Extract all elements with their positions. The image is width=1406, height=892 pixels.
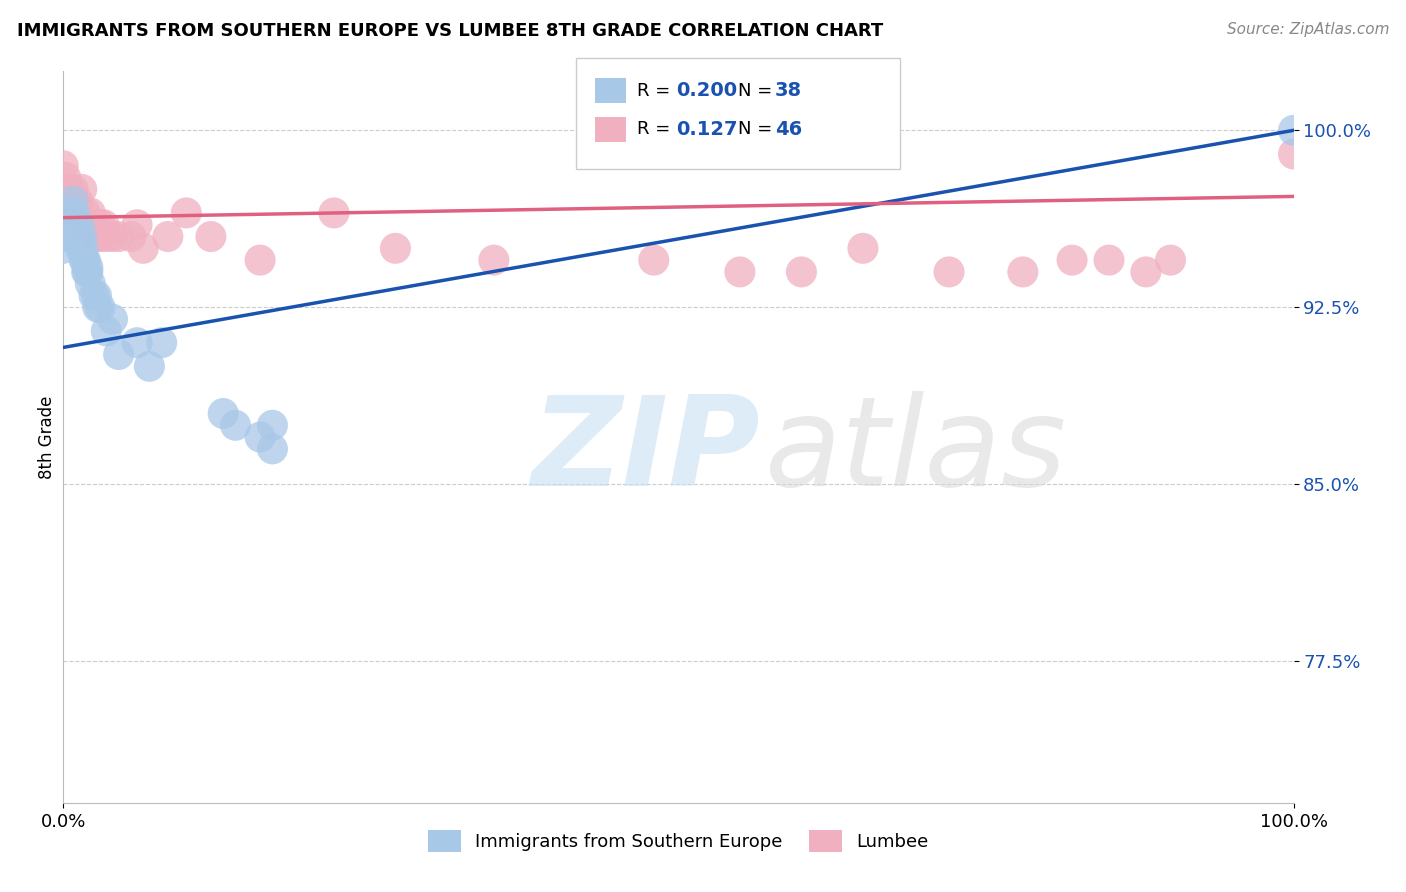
Point xyxy=(52,218,75,232)
Point xyxy=(55,170,77,185)
Point xyxy=(65,222,87,236)
Point xyxy=(75,206,97,220)
Text: ZIP: ZIP xyxy=(531,392,759,512)
Point xyxy=(86,229,108,244)
Point xyxy=(89,218,111,232)
Point xyxy=(790,265,813,279)
Point xyxy=(107,347,129,361)
Point xyxy=(249,430,271,444)
Point xyxy=(101,312,124,326)
Point xyxy=(482,253,505,268)
Point xyxy=(107,229,129,244)
Point xyxy=(1282,147,1305,161)
Point xyxy=(127,218,148,232)
Point xyxy=(262,418,284,433)
Point xyxy=(76,260,98,275)
Point xyxy=(67,218,90,232)
Point xyxy=(132,241,155,255)
Point xyxy=(63,206,86,220)
Point xyxy=(728,265,751,279)
Text: Source: ZipAtlas.com: Source: ZipAtlas.com xyxy=(1226,22,1389,37)
Point xyxy=(127,335,148,350)
Point xyxy=(852,241,875,255)
Point xyxy=(73,253,96,268)
Point xyxy=(938,265,960,279)
Point xyxy=(86,288,108,302)
Point xyxy=(62,182,84,196)
Point xyxy=(138,359,160,374)
Point xyxy=(58,229,80,244)
Point xyxy=(1160,253,1182,268)
Point xyxy=(150,335,173,350)
Point xyxy=(67,206,90,220)
Point xyxy=(87,301,110,315)
Legend: Immigrants from Southern Europe, Lumbee: Immigrants from Southern Europe, Lumbee xyxy=(420,823,936,860)
Point xyxy=(225,418,247,433)
Point xyxy=(58,182,80,196)
Point xyxy=(60,206,83,220)
Text: 38: 38 xyxy=(775,81,801,101)
Point xyxy=(1012,265,1035,279)
Point xyxy=(1098,253,1121,268)
Point xyxy=(174,206,197,220)
Point xyxy=(89,301,111,315)
Point xyxy=(62,194,84,208)
Point xyxy=(73,218,96,232)
Point xyxy=(70,229,93,244)
Text: N =: N = xyxy=(738,82,778,100)
Point xyxy=(76,265,98,279)
Point xyxy=(1282,123,1305,137)
Point xyxy=(96,324,118,338)
Text: N =: N = xyxy=(738,120,778,138)
Point xyxy=(72,241,94,255)
Point xyxy=(83,288,105,302)
Point xyxy=(63,194,86,208)
Point xyxy=(52,159,75,173)
Text: IMMIGRANTS FROM SOUTHERN EUROPE VS LUMBEE 8TH GRADE CORRELATION CHART: IMMIGRANTS FROM SOUTHERN EUROPE VS LUMBE… xyxy=(17,22,883,40)
Point xyxy=(249,253,271,268)
Point xyxy=(79,277,101,291)
Point xyxy=(52,229,75,244)
Point xyxy=(65,206,87,220)
Point xyxy=(79,206,101,220)
Point xyxy=(56,182,79,196)
Point xyxy=(156,229,179,244)
Point xyxy=(83,218,105,232)
Point xyxy=(76,218,98,232)
Point xyxy=(52,241,75,255)
Point xyxy=(262,442,284,456)
Point xyxy=(60,194,83,208)
Text: R =: R = xyxy=(637,82,676,100)
Point xyxy=(69,241,91,255)
Point xyxy=(101,229,124,244)
Point xyxy=(323,206,346,220)
Point xyxy=(89,229,111,244)
Point xyxy=(93,218,115,232)
Point xyxy=(67,194,90,208)
Point xyxy=(1062,253,1084,268)
Point xyxy=(58,218,80,232)
Text: 46: 46 xyxy=(775,120,801,139)
Y-axis label: 8th Grade: 8th Grade xyxy=(38,395,56,479)
Point xyxy=(200,229,222,244)
Point xyxy=(62,218,84,232)
Text: R =: R = xyxy=(637,120,676,138)
Point xyxy=(75,253,97,268)
Text: 0.200: 0.200 xyxy=(676,81,737,101)
Point xyxy=(76,265,98,279)
Point xyxy=(212,407,235,421)
Point xyxy=(384,241,406,255)
Point xyxy=(65,218,87,232)
Point xyxy=(52,182,75,196)
Point xyxy=(70,182,93,196)
Text: 0.127: 0.127 xyxy=(676,120,738,139)
Text: atlas: atlas xyxy=(765,392,1067,512)
Point xyxy=(1135,265,1157,279)
Point xyxy=(96,229,118,244)
Point xyxy=(120,229,142,244)
Point xyxy=(62,206,84,220)
Point xyxy=(67,229,90,244)
Point xyxy=(643,253,665,268)
